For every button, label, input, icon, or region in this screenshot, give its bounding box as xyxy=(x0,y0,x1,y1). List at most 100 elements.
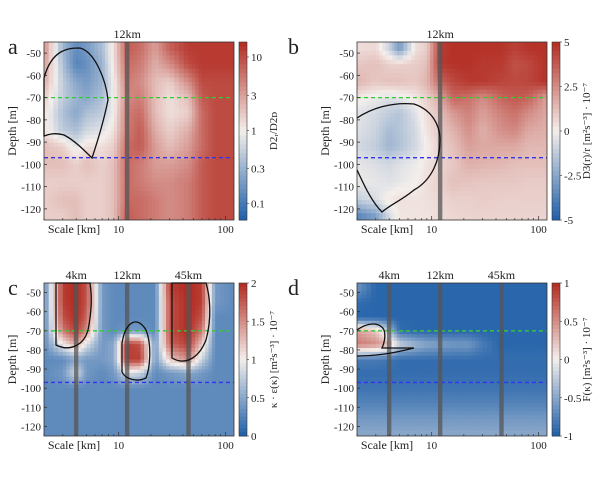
x-tick-label: 100 xyxy=(217,224,234,236)
y-tick-label: -110 xyxy=(334,402,354,414)
colorbar-segment xyxy=(552,166,560,172)
y-tick-label: -80 xyxy=(26,115,41,127)
colorbar-segment xyxy=(239,126,247,132)
colorbar-segment xyxy=(239,370,247,376)
colorbar-segment xyxy=(552,290,560,295)
colorbar-segment xyxy=(552,397,560,403)
y-tick-label: -120 xyxy=(334,421,355,433)
colorbar-segment xyxy=(239,413,247,418)
x-axis-label: Scale [km] xyxy=(361,222,413,236)
scale-marker-4km xyxy=(386,283,392,436)
y-tick-label: -80 xyxy=(26,345,41,357)
colorbar-segment xyxy=(239,309,247,315)
colorbar-segment xyxy=(552,59,560,65)
y-tick-label: -60 xyxy=(26,70,41,82)
colorbar-segment xyxy=(239,211,247,217)
panel-letter: d xyxy=(288,275,299,300)
colorbar-segment xyxy=(552,117,560,123)
y-axis-label: Depth [m] xyxy=(318,106,332,156)
colorbar-segment xyxy=(552,148,560,154)
y-tick-label: -90 xyxy=(26,137,41,149)
colorbar-segment xyxy=(552,382,560,387)
y-tick-label: -100 xyxy=(21,383,42,395)
y-tick-label: -120 xyxy=(21,204,42,216)
colorbar-segment xyxy=(239,99,247,105)
colorbar-segment xyxy=(552,305,560,311)
x-tick-label: 100 xyxy=(217,440,234,452)
contour-a xyxy=(43,47,109,160)
colorbar-segment xyxy=(239,378,247,383)
colorbar-segment xyxy=(239,184,247,190)
colorbar-segment xyxy=(552,283,560,288)
colorbar-label: D3(r)/r [m²s⁻³] · 10⁻⁷ xyxy=(581,83,593,179)
y-tick-label: -100 xyxy=(21,159,42,171)
y-tick-label: -70 xyxy=(339,93,354,105)
colorbar-segment xyxy=(552,309,560,315)
colorbar-segment xyxy=(552,197,560,203)
colorbar-segment xyxy=(239,157,247,163)
scale-marker-label: 12km xyxy=(113,27,141,41)
plot-frame xyxy=(43,282,235,437)
scale-marker-label: 12km xyxy=(113,268,141,282)
colorbar-tick-label: 10 xyxy=(251,52,263,64)
colorbar-segment xyxy=(239,68,247,74)
x-axis-label: Scale [km] xyxy=(361,438,413,452)
colorbar-segment xyxy=(552,82,560,87)
colorbar-segment xyxy=(239,64,247,70)
colorbar-segment xyxy=(552,42,560,47)
y-tick-label: -70 xyxy=(26,93,41,105)
x-axis-label: Scale [km] xyxy=(48,222,100,236)
y-tick-label: -60 xyxy=(339,70,354,82)
colorbar-tick-label: -0.5 xyxy=(564,393,582,405)
panel-c: 4km 12km 45km-50-60-70-80-90-100-110-12010… xyxy=(5,268,280,452)
colorbar-segment xyxy=(239,206,247,212)
colorbar-segment xyxy=(552,355,560,360)
colorbar-segment xyxy=(552,420,560,426)
y-tick-label: -70 xyxy=(26,326,41,338)
panel-letter: a xyxy=(8,34,18,59)
colorbar-segment xyxy=(239,355,247,360)
colorbar-segment xyxy=(552,405,560,410)
colorbar-segment xyxy=(552,298,560,303)
colorbar-segment xyxy=(552,162,560,168)
contour-c1 xyxy=(55,282,92,349)
colorbar-label: D2ᵣ/D2ᴅ xyxy=(268,112,280,150)
scale-marker-label: 45km xyxy=(175,268,203,282)
colorbar-segment xyxy=(552,175,560,181)
colorbar-segment xyxy=(239,46,247,52)
colorbar-segment xyxy=(239,321,247,326)
colorbar-segment xyxy=(552,409,560,414)
colorbar-segment xyxy=(552,344,560,349)
colorbar-segment xyxy=(552,348,560,353)
contour-c3 xyxy=(171,282,211,362)
colorbar-segment xyxy=(239,50,247,56)
y-tick-label: -90 xyxy=(26,364,41,376)
heatmap-field xyxy=(44,42,234,220)
panel-d: 4km 12km 45km-50-60-70-80-90-100-110-12010… xyxy=(288,268,593,452)
colorbar-segment xyxy=(239,215,247,221)
y-tick-label: -60 xyxy=(339,307,354,319)
colorbar-segment xyxy=(552,215,560,221)
colorbar-tick-label: 0.5 xyxy=(251,393,265,405)
colorbar-segment xyxy=(239,77,247,83)
colorbar-segment xyxy=(552,55,560,61)
colorbar-segment xyxy=(552,416,560,422)
y-tick-label: -80 xyxy=(339,345,354,357)
colorbar-segment xyxy=(239,420,247,426)
colorbar-segment xyxy=(239,409,247,414)
colorbar-segment xyxy=(239,179,247,185)
colorbar-segment xyxy=(239,148,247,154)
colorbar-segment xyxy=(552,370,560,376)
colorbar-segment xyxy=(239,348,247,353)
colorbar-segment xyxy=(239,42,247,47)
colorbar-segment xyxy=(239,351,247,357)
scale-marker-label: 45km xyxy=(488,268,516,282)
colorbar-segment xyxy=(239,294,247,299)
plot-frame xyxy=(356,282,548,437)
colorbar-segment xyxy=(239,393,247,399)
y-tick-label: -50 xyxy=(26,288,41,300)
colorbar-segment xyxy=(239,153,247,159)
colorbar-segment xyxy=(239,298,247,303)
colorbar-segment xyxy=(552,179,560,185)
contour-d xyxy=(356,323,415,357)
